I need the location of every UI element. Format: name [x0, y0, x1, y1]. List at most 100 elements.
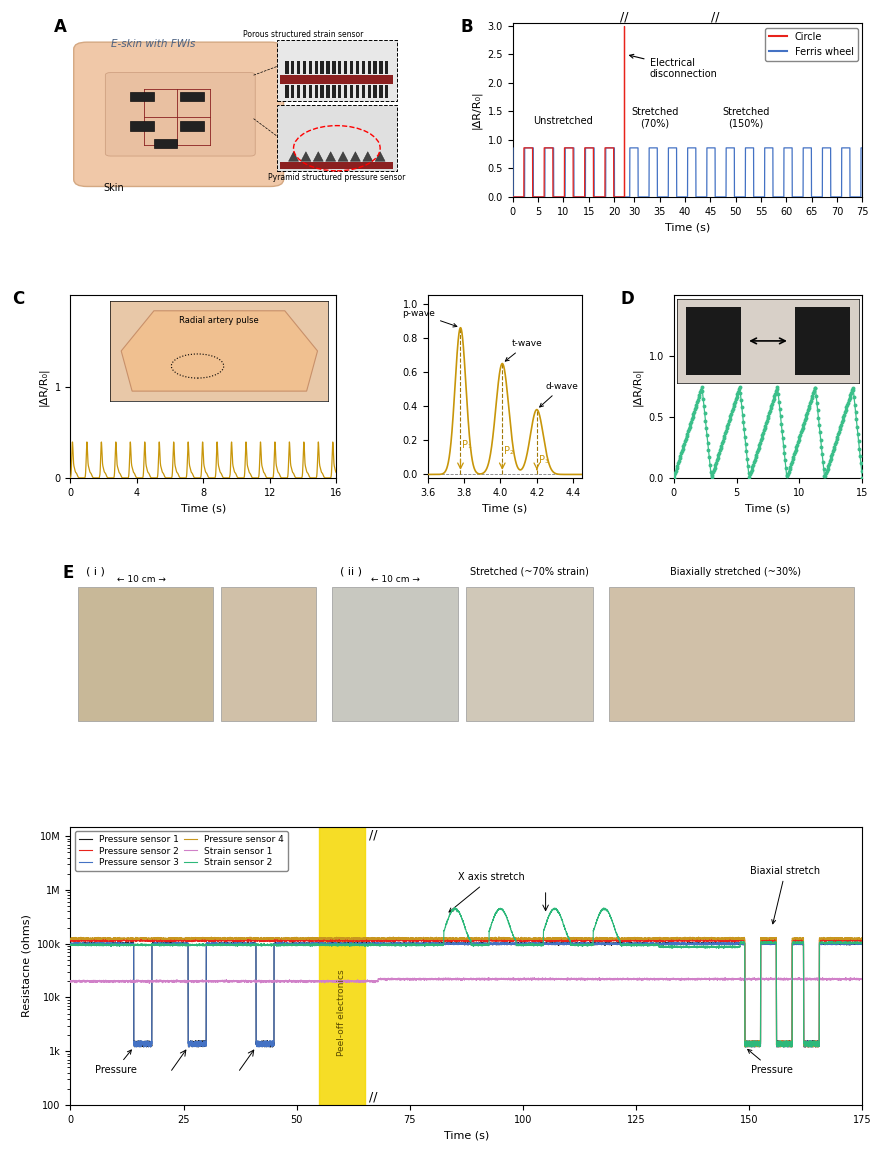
Strain sensor 2	[352, 938, 363, 952]
X-axis label: Time (s): Time (s)	[482, 503, 528, 513]
Pressure sensor 2	[694, 933, 705, 947]
Pressure sensor 1	[857, 936, 868, 950]
Strain sensor 2	[778, 1041, 788, 1054]
Strain sensor 2	[568, 938, 579, 952]
Y-axis label: Resistacne (ohms): Resistacne (ohms)	[21, 914, 31, 1017]
Pressure sensor 3	[694, 938, 705, 952]
Pressure sensor 1	[105, 937, 115, 951]
Pressure sensor 3	[278, 935, 289, 948]
Text: D: D	[620, 290, 634, 307]
Bar	[362, 85, 365, 98]
Bar	[303, 61, 306, 75]
Text: B: B	[460, 17, 473, 36]
Bar	[303, 85, 306, 98]
Strain sensor 1	[857, 973, 868, 986]
Text: Pressure: Pressure	[748, 1050, 793, 1075]
Strain sensor 1	[652, 973, 663, 986]
Pressure sensor 3	[534, 936, 545, 950]
Strain sensor 1	[105, 975, 115, 989]
Text: //: //	[369, 829, 378, 841]
Text: A: A	[54, 17, 67, 36]
Pressure sensor 3	[352, 937, 363, 951]
Pressure sensor 1	[78, 935, 89, 948]
Bar	[326, 85, 330, 98]
Polygon shape	[350, 152, 361, 161]
Strain sensor 2	[65, 938, 76, 952]
FancyBboxPatch shape	[74, 43, 283, 186]
Strain sensor 2	[534, 938, 545, 952]
Bar	[320, 61, 324, 75]
Text: p-wave: p-wave	[402, 308, 457, 327]
Polygon shape	[363, 152, 373, 161]
Bar	[333, 61, 335, 75]
Strain sensor 2	[449, 901, 459, 915]
X-axis label: Time (s): Time (s)	[180, 503, 226, 513]
Strain sensor 2	[652, 938, 663, 952]
Text: P₁: P₁	[462, 440, 473, 450]
Bar	[130, 92, 154, 101]
Bar	[297, 61, 300, 75]
Bar	[291, 85, 295, 98]
Text: Biaxial stretch: Biaxial stretch	[751, 866, 820, 924]
Bar	[315, 85, 318, 98]
Polygon shape	[301, 152, 311, 161]
Bar	[344, 85, 348, 98]
Text: Pressure: Pressure	[95, 1050, 136, 1075]
Pressure sensor 2	[857, 933, 868, 947]
Bar	[344, 61, 348, 75]
X-axis label: Time (s): Time (s)	[665, 222, 710, 233]
Bar	[285, 85, 289, 98]
Pressure sensor 4	[652, 931, 663, 945]
X-axis label: Time (s): Time (s)	[444, 1130, 489, 1141]
Pressure sensor 4	[65, 931, 76, 945]
Text: E: E	[62, 564, 74, 582]
Pressure sensor 1	[800, 1041, 810, 1054]
Strain sensor 2	[694, 939, 705, 953]
Pressure sensor 3	[65, 937, 76, 951]
Y-axis label: |ΔR/R₀|: |ΔR/R₀|	[472, 91, 482, 129]
Bar	[350, 85, 353, 98]
Bar	[320, 85, 324, 98]
Bar	[379, 61, 383, 75]
Text: Stretched
(70%): Stretched (70%)	[631, 107, 678, 129]
Text: Pyramid structured pressure sensor: Pyramid structured pressure sensor	[268, 173, 406, 182]
X-axis label: Time (s): Time (s)	[745, 503, 790, 513]
FancyBboxPatch shape	[277, 105, 397, 170]
Pressure sensor 3	[568, 937, 579, 951]
Bar	[280, 162, 393, 169]
Bar	[466, 587, 593, 721]
Bar	[356, 61, 359, 75]
Bar	[379, 85, 383, 98]
Pressure sensor 4	[352, 931, 363, 945]
Pressure sensor 1	[534, 938, 545, 952]
Text: Porous structured strain sensor: Porous structured strain sensor	[244, 30, 363, 39]
Bar	[221, 587, 316, 721]
Pressure sensor 4	[494, 930, 504, 944]
Text: //: //	[369, 1091, 378, 1104]
Bar	[309, 61, 312, 75]
Text: P₂: P₂	[504, 447, 514, 457]
Bar	[291, 61, 295, 75]
Strain sensor 1	[694, 973, 705, 986]
Bar	[373, 61, 377, 75]
Y-axis label: |ΔR/R₀|: |ΔR/R₀|	[633, 367, 643, 406]
Line: Strain sensor 1: Strain sensor 1	[70, 977, 862, 983]
Bar	[609, 587, 854, 721]
Bar	[368, 61, 370, 75]
Bar	[309, 85, 312, 98]
Pressure sensor 3	[782, 1041, 793, 1054]
Bar	[368, 85, 370, 98]
Text: //: //	[620, 10, 628, 23]
Bar	[154, 138, 177, 148]
Y-axis label: |ΔR/R₀|: |ΔR/R₀|	[39, 367, 49, 406]
Pressure sensor 2	[352, 933, 363, 947]
Pressure sensor 2	[671, 931, 681, 945]
Bar	[78, 587, 213, 721]
Bar	[297, 85, 300, 98]
Bar	[130, 121, 154, 131]
Text: ( ii ): ( ii )	[340, 566, 362, 577]
Text: Stretched (~70% strain): Stretched (~70% strain)	[470, 566, 590, 577]
Pressure sensor 4	[534, 932, 545, 946]
Text: Peel-off electronics: Peel-off electronics	[337, 970, 347, 1057]
Bar	[326, 61, 330, 75]
